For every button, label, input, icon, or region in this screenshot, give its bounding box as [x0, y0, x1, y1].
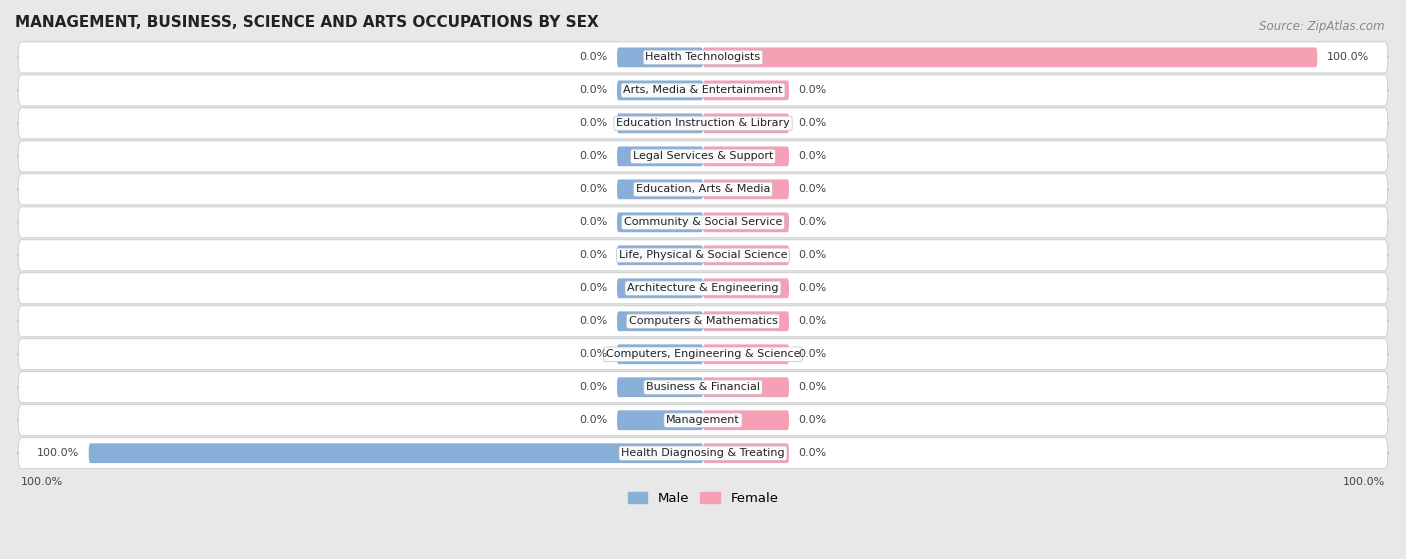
FancyBboxPatch shape [18, 75, 1388, 106]
FancyBboxPatch shape [703, 344, 789, 364]
FancyBboxPatch shape [89, 443, 703, 463]
Text: Source: ZipAtlas.com: Source: ZipAtlas.com [1260, 20, 1385, 32]
Text: Business & Financial: Business & Financial [645, 382, 761, 392]
Text: Community & Social Service: Community & Social Service [624, 217, 782, 228]
FancyBboxPatch shape [18, 240, 1388, 271]
Text: Management: Management [666, 415, 740, 425]
FancyBboxPatch shape [617, 80, 703, 100]
FancyBboxPatch shape [18, 438, 1388, 468]
FancyBboxPatch shape [18, 42, 1388, 73]
Text: Health Diagnosing & Treating: Health Diagnosing & Treating [621, 448, 785, 458]
Text: 100.0%: 100.0% [1326, 53, 1369, 63]
FancyBboxPatch shape [703, 179, 789, 199]
Text: 100.0%: 100.0% [37, 448, 80, 458]
FancyBboxPatch shape [617, 212, 703, 232]
Text: 0.0%: 0.0% [579, 382, 607, 392]
Text: Computers & Mathematics: Computers & Mathematics [628, 316, 778, 326]
FancyBboxPatch shape [18, 405, 1388, 435]
Text: 0.0%: 0.0% [799, 349, 827, 359]
FancyBboxPatch shape [617, 245, 703, 265]
Text: 0.0%: 0.0% [579, 415, 607, 425]
Text: 0.0%: 0.0% [799, 151, 827, 162]
Text: 0.0%: 0.0% [579, 119, 607, 129]
Text: 0.0%: 0.0% [799, 86, 827, 96]
FancyBboxPatch shape [18, 372, 1388, 402]
Text: 0.0%: 0.0% [799, 382, 827, 392]
Legend: Male, Female: Male, Female [623, 487, 783, 510]
FancyBboxPatch shape [703, 212, 789, 232]
FancyBboxPatch shape [703, 146, 789, 166]
Text: 0.0%: 0.0% [579, 151, 607, 162]
FancyBboxPatch shape [617, 113, 703, 133]
FancyBboxPatch shape [18, 273, 1388, 304]
FancyBboxPatch shape [18, 306, 1388, 337]
Text: Education Instruction & Library: Education Instruction & Library [616, 119, 790, 129]
Text: 100.0%: 100.0% [21, 477, 63, 487]
Text: Life, Physical & Social Science: Life, Physical & Social Science [619, 250, 787, 260]
Text: 0.0%: 0.0% [799, 119, 827, 129]
Text: 0.0%: 0.0% [579, 217, 607, 228]
Text: 0.0%: 0.0% [799, 250, 827, 260]
Text: 0.0%: 0.0% [799, 217, 827, 228]
FancyBboxPatch shape [703, 48, 1317, 67]
Text: Arts, Media & Entertainment: Arts, Media & Entertainment [623, 86, 783, 96]
Text: Computers, Engineering & Science: Computers, Engineering & Science [606, 349, 800, 359]
FancyBboxPatch shape [18, 141, 1388, 172]
Text: Health Technologists: Health Technologists [645, 53, 761, 63]
FancyBboxPatch shape [617, 344, 703, 364]
FancyBboxPatch shape [617, 410, 703, 430]
FancyBboxPatch shape [18, 174, 1388, 205]
Text: 0.0%: 0.0% [799, 415, 827, 425]
FancyBboxPatch shape [617, 377, 703, 397]
Text: Architecture & Engineering: Architecture & Engineering [627, 283, 779, 293]
FancyBboxPatch shape [18, 108, 1388, 139]
FancyBboxPatch shape [703, 245, 789, 265]
FancyBboxPatch shape [703, 113, 789, 133]
Text: 0.0%: 0.0% [579, 53, 607, 63]
FancyBboxPatch shape [18, 339, 1388, 369]
FancyBboxPatch shape [617, 278, 703, 298]
Text: 0.0%: 0.0% [799, 316, 827, 326]
Text: 0.0%: 0.0% [799, 448, 827, 458]
Text: 0.0%: 0.0% [579, 184, 607, 195]
Text: 0.0%: 0.0% [799, 184, 827, 195]
FancyBboxPatch shape [703, 377, 789, 397]
Text: 0.0%: 0.0% [579, 86, 607, 96]
FancyBboxPatch shape [617, 146, 703, 166]
Text: Legal Services & Support: Legal Services & Support [633, 151, 773, 162]
Text: 100.0%: 100.0% [1343, 477, 1385, 487]
Text: 0.0%: 0.0% [579, 349, 607, 359]
FancyBboxPatch shape [703, 311, 789, 331]
Text: Education, Arts & Media: Education, Arts & Media [636, 184, 770, 195]
FancyBboxPatch shape [18, 207, 1388, 238]
Text: 0.0%: 0.0% [579, 250, 607, 260]
Text: 0.0%: 0.0% [799, 283, 827, 293]
Text: 0.0%: 0.0% [579, 283, 607, 293]
FancyBboxPatch shape [703, 410, 789, 430]
Text: MANAGEMENT, BUSINESS, SCIENCE AND ARTS OCCUPATIONS BY SEX: MANAGEMENT, BUSINESS, SCIENCE AND ARTS O… [15, 15, 599, 30]
FancyBboxPatch shape [617, 48, 703, 67]
FancyBboxPatch shape [617, 311, 703, 331]
Text: 0.0%: 0.0% [579, 316, 607, 326]
FancyBboxPatch shape [617, 179, 703, 199]
FancyBboxPatch shape [703, 80, 789, 100]
FancyBboxPatch shape [703, 278, 789, 298]
FancyBboxPatch shape [703, 443, 789, 463]
